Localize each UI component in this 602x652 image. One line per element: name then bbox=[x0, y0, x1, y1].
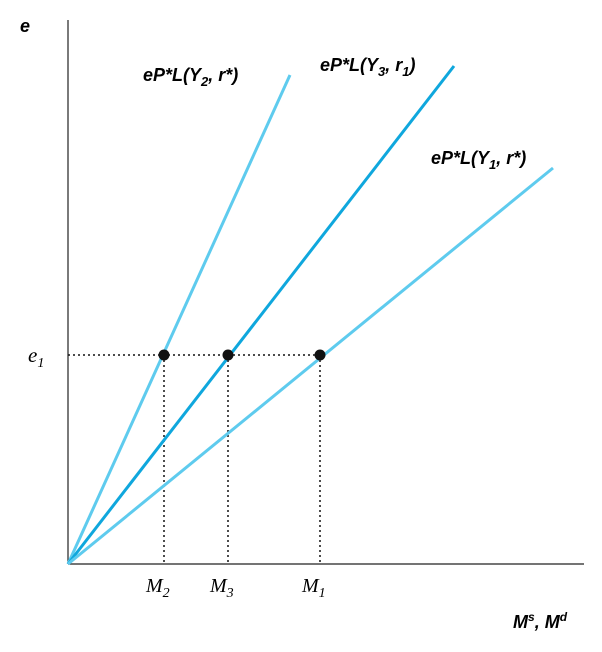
tick-label-m1: M1 bbox=[301, 575, 326, 601]
curve-y3-line bbox=[66, 65, 456, 565]
point-m1 bbox=[314, 349, 326, 361]
tick-label-m2: M2 bbox=[145, 575, 170, 601]
curve-y1-line bbox=[67, 166, 554, 566]
tick-label-m3: M3 bbox=[209, 575, 234, 601]
point-m3 bbox=[222, 349, 234, 361]
curve-y2-line bbox=[66, 74, 292, 565]
y-axis-label: e bbox=[20, 16, 30, 36]
curve-y2-label: eP*L(Y2, r*) bbox=[143, 65, 238, 89]
x-axis-label: Ms, Md bbox=[513, 610, 568, 632]
point-m2 bbox=[158, 349, 170, 361]
curve-y1-label: eP*L(Y1, r*) bbox=[431, 148, 526, 172]
curve-y3-label: eP*L(Y3, r1) bbox=[320, 55, 416, 79]
e1-label: e1 bbox=[28, 343, 44, 371]
